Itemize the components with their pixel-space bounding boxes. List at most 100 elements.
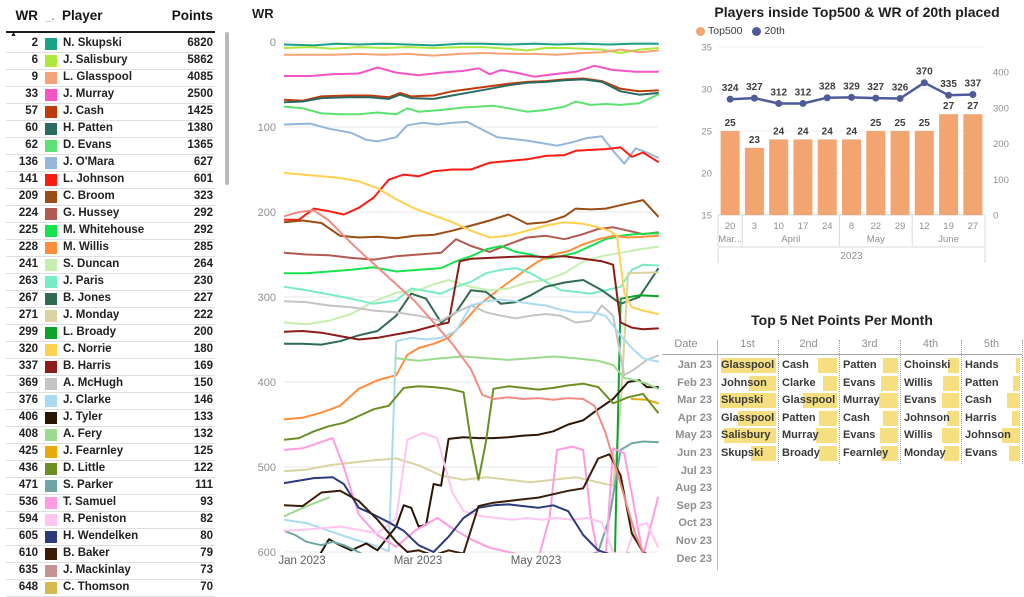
month-cell[interactable]: Salisbury [718,427,777,445]
wr-column-header[interactable]: WR [15,8,39,23]
month-cell[interactable]: Hands [962,357,1021,375]
ranking-row[interactable]: 635 J. Mackinlay 73 [6,563,215,580]
month-col-header-1st[interactable]: 1st [740,338,755,350]
swatch-column-header[interactable]: _. [46,12,55,23]
wr-line-J. Clarke[interactable] [284,298,659,553]
month-cell[interactable]: Willis [901,427,960,445]
month-cell[interactable]: Evans [840,375,899,393]
wr-line-A. Fery[interactable] [395,355,659,390]
month-cell[interactable]: Evans [901,392,960,410]
month-cell[interactable]: Evans [840,427,899,445]
wr20th-marker[interactable] [969,91,977,99]
ranking-row[interactable]: 605 H. Wendelken 80 [6,529,215,546]
wr-line-C. Thomson[interactable] [284,562,658,577]
month-cell[interactable]: Patten [840,357,899,375]
wr-line-S. Parker[interactable] [284,440,659,561]
ranking-row[interactable]: 299 L. Broady 200 [6,325,215,342]
month-cell[interactable]: Willis [901,375,960,393]
wr-line-A. Fery[interactable] [284,496,330,518]
top500-bar[interactable] [842,139,861,215]
wr-line-J. Mackinlay[interactable] [284,209,658,577]
wr-line-C. Broom[interactable] [284,199,659,240]
wr-line-A. McHugh[interactable] [284,300,659,377]
month-cell[interactable]: Johnson [962,427,1021,445]
month-col-header-2nd[interactable]: 2nd [799,338,818,350]
wr-line-L. Johnson[interactable] [284,146,659,221]
month-cell[interactable]: Cash [840,410,899,428]
month-cell[interactable]: Glasspool [718,357,777,375]
top500-bar[interactable] [914,131,934,215]
wr-line-H. Wendelken[interactable] [284,476,658,556]
ranking-row[interactable]: 6 J. Salisbury 5862 [6,53,215,70]
month-col-header-5th[interactable]: 5th [983,338,1000,350]
month-col-header-4th[interactable]: 4th [922,338,939,350]
month-cell[interactable]: Evans [962,445,1021,463]
ranking-row[interactable]: 9 L. Glasspool 4085 [6,70,215,87]
ranking-row[interactable]: 369 A. McHugh 150 [6,376,215,393]
wr20th-marker[interactable] [726,95,734,103]
wr-line-J. Monday[interactable] [284,271,659,487]
table-scrollbar[interactable] [225,32,229,185]
top500-bar[interactable] [744,147,764,215]
month-cell[interactable]: Murray [840,392,899,410]
month-cell[interactable]: Patten [962,375,1021,393]
wr-line-M. Whitehouse[interactable] [284,232,659,275]
wr-line-J. Paris[interactable] [284,263,659,305]
wr-line-T. Samuel[interactable] [284,437,659,559]
ranking-row[interactable]: 33 J. Murray 2500 [6,87,215,104]
wr-line-L. Broady[interactable] [602,294,659,569]
ranking-row[interactable]: 263 J. Paris 230 [6,274,215,291]
legend-item-20th[interactable]: 20th [752,25,785,37]
month-cell[interactable]: Fearnley [840,445,899,463]
wr20th-marker[interactable] [945,91,953,99]
top500-bar[interactable] [817,139,837,215]
ranking-row[interactable]: 425 J. Fearnley 125 [6,444,215,461]
wr-line-D. Little[interactable] [284,382,659,481]
month-cell[interactable]: Glasspool [779,392,838,410]
wr-line-M. Willis[interactable] [284,234,659,421]
month-col-header-date[interactable]: Date [674,338,698,350]
points-column-header[interactable]: Points [171,8,213,23]
ranking-row[interactable]: 594 R. Peniston 82 [6,512,215,529]
wr-line-N. Skupski[interactable] [284,42,659,47]
sort-ascending-icon[interactable]: ▲ [10,31,17,38]
wr-line-R. Peniston[interactable] [284,432,659,559]
month-cell[interactable]: Johnson [718,375,777,393]
ranking-row[interactable]: 241 S. Duncan 264 [6,257,215,274]
ranking-row[interactable]: 436 D. Little 122 [6,461,215,478]
legend-item-top500[interactable]: Top500 [696,25,742,37]
wr20th-marker[interactable] [823,94,831,102]
wr-line-J. Salisbury[interactable] [284,46,659,54]
ranking-row[interactable]: 320 C. Norrie 180 [6,342,215,359]
ranking-row[interactable]: 408 A. Fery 132 [6,427,215,444]
wr-line-J. Murray[interactable] [284,64,659,78]
ranking-row[interactable]: 406 J. Tyler 133 [6,410,215,427]
wr-line-G. Hussey[interactable] [284,226,659,261]
wr-line-B. Harris[interactable] [284,255,659,341]
wr-line-D. Evans[interactable] [284,93,659,116]
wr-line-S. Duncan[interactable] [284,245,659,326]
ranking-row[interactable]: 337 B. Harris 169 [6,359,215,376]
ranking-row[interactable]: 60 H. Patten 1380 [6,121,215,138]
month-cell[interactable]: Cash [779,357,838,375]
ranking-row[interactable]: 2 N. Skupski 6820 [6,36,215,53]
top500-bar[interactable] [939,114,959,215]
wr-line-H. Patten[interactable] [284,78,659,104]
wr20th-marker[interactable] [799,99,807,107]
ranking-row[interactable]: 224 G. Hussey 292 [6,206,215,223]
wr-line-C. Norrie[interactable] [284,171,659,315]
ranking-row[interactable]: 228 M. Willis 285 [6,240,215,257]
top500-bar[interactable] [963,114,983,215]
ranking-row[interactable]: 209 C. Broom 323 [6,189,215,206]
ranking-row[interactable]: 648 C. Thomson 70 [6,580,215,597]
wr20th-marker[interactable] [775,99,783,107]
ranking-row[interactable]: 536 T. Samuel 93 [6,495,215,512]
top500-bar[interactable] [769,139,789,215]
ranking-row[interactable]: 267 B. Jones 227 [6,291,215,308]
month-cell[interactable]: Glasspool [718,410,777,428]
ranking-row[interactable]: 610 B. Baker 79 [6,546,215,563]
top500-bar[interactable] [720,131,740,215]
wr20th-marker[interactable] [848,93,855,101]
month-cell[interactable]: Skupski [718,392,777,410]
top500-bar[interactable] [793,139,813,215]
